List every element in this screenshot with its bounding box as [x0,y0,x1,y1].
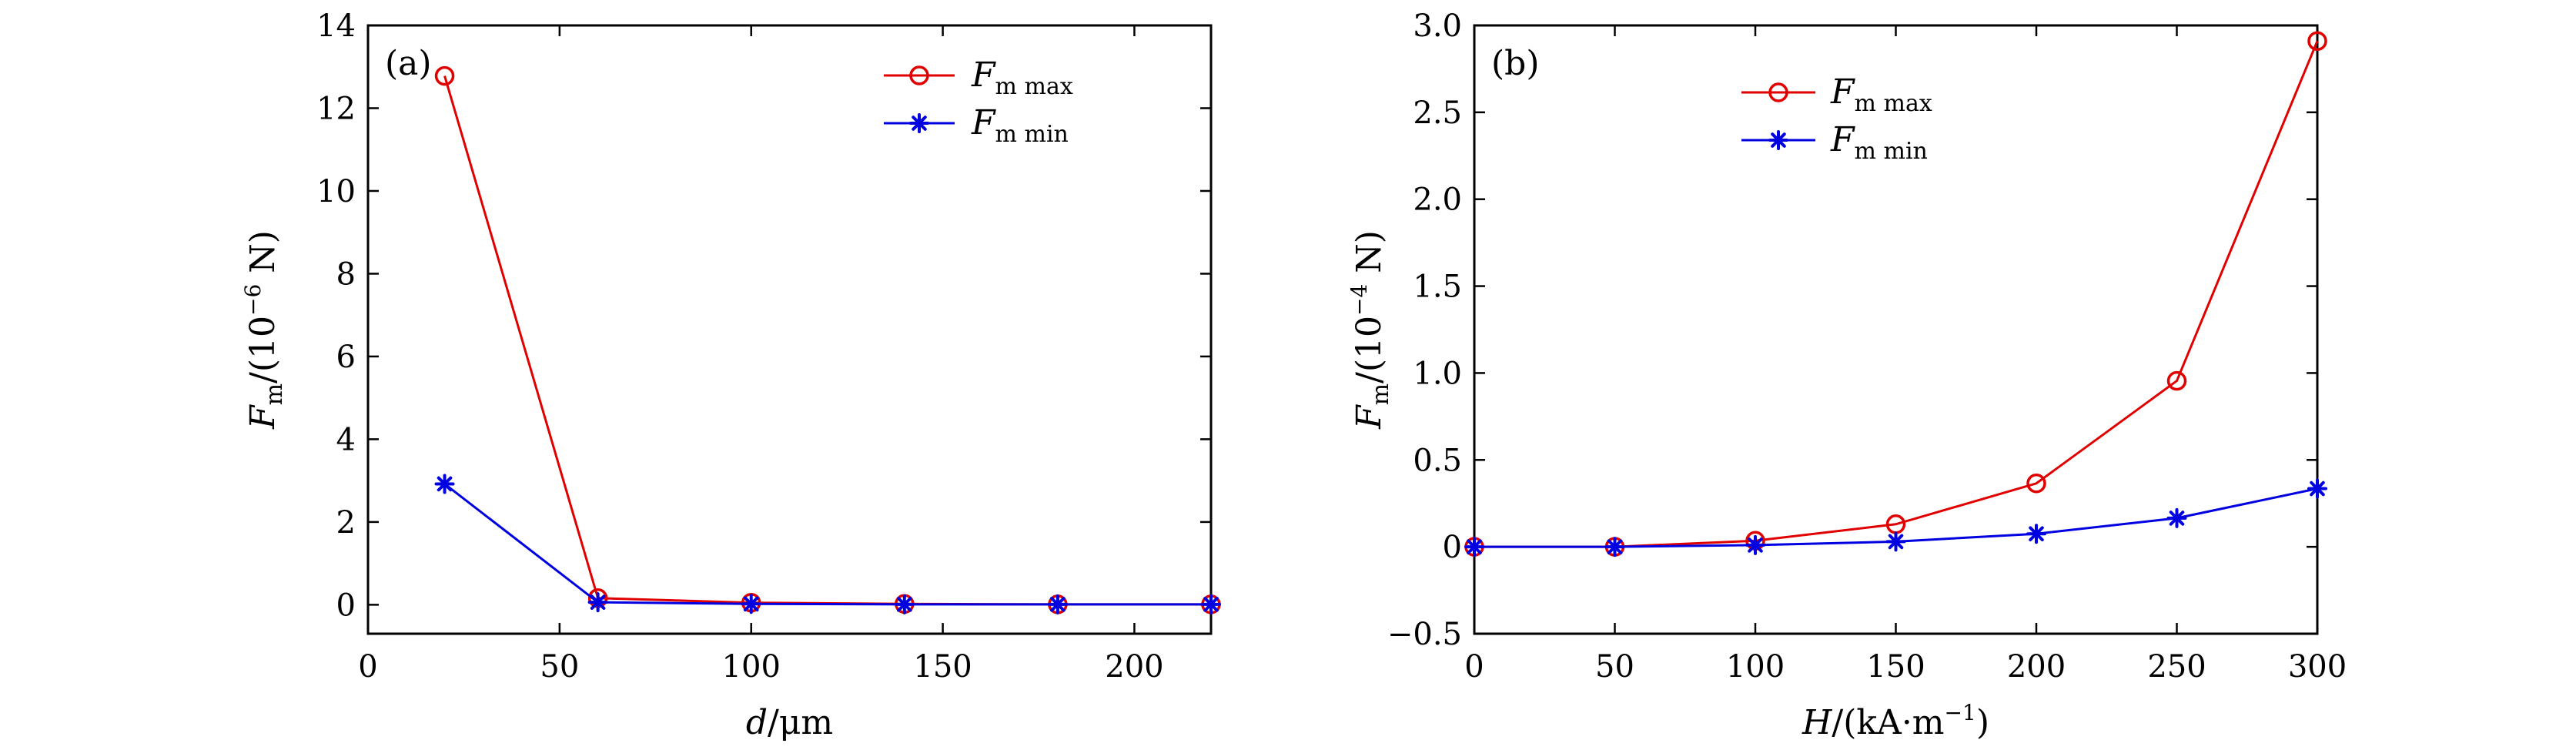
x-tick-label: 50 [1595,649,1634,685]
y-tick-label: 2.0 [1413,182,1462,218]
data-point-fm-max [2026,474,2046,494]
y-tick-label: 6 [336,340,356,375]
x-tick-label: 300 [2288,649,2347,685]
data-point-fm-min [1885,531,1906,552]
y-tick-label: 2.5 [1413,95,1462,131]
x-tick-label: 200 [2007,649,2066,685]
y-tick-label: 0 [336,588,356,623]
plot-frame [366,24,1213,635]
series-fm-min [434,474,1221,614]
data-point-fm-min [2026,524,2046,544]
x-tick-label: 100 [722,649,781,685]
y-axis-label: Fm/(10−4 N) [1347,230,1394,430]
data-point-fm-max [2166,370,2187,391]
y-axis-label: Fm/(10−6 N) [240,230,288,430]
x-tick-label: 200 [1105,649,1163,685]
legend-marker-fm-max [909,65,929,85]
data-point-fm-min [894,594,915,614]
data-point-fm-min [741,594,761,614]
y-tick-label: 2 [336,505,356,541]
data-point-fm-max [2307,31,2327,52]
data-point-fm-min [434,474,455,494]
x-axis-label: d/μm [746,703,833,742]
series-fm-max [434,65,1221,614]
y-tick-label: 10 [316,174,356,209]
y-tick-label: 8 [336,256,356,292]
series-line-fm-min [443,483,1211,606]
y-tick-label: −0.5 [1387,617,1462,652]
data-point-fm-min [587,592,608,613]
x-tick-label: 150 [913,649,972,685]
data-point-fm-min [1201,594,1221,614]
x-tick-label: 50 [540,649,579,685]
y-tick-label: 14 [316,8,356,44]
panel-label: (b) [1491,44,1540,83]
x-tick-label: 0 [1464,649,1484,685]
y-tick-label: 1.0 [1413,356,1462,391]
x-tick-label: 250 [2147,649,2206,685]
y-tick-label: 4 [336,422,356,457]
y-tick-label: 0 [1443,530,1462,565]
series-fm-min [1464,478,2327,557]
x-tick-label: 0 [358,649,377,685]
y-tick-label: 0.5 [1413,443,1462,478]
data-point-fm-min [1604,537,1625,557]
data-point-fm-min [2307,478,2327,499]
data-point-fm-min [1464,537,1484,557]
data-point-fm-min [1047,594,1068,614]
legend-marker-fm-max [1768,82,1788,102]
y-tick-label: 1.5 [1413,270,1462,305]
y-tick-label: 12 [316,91,356,126]
data-point-fm-min [2166,507,2187,528]
x-axis-label: H/(kA·m−1) [1802,700,1989,742]
legend-label-fm-max: Fm max [971,55,1073,100]
legend-label-fm-max: Fm max [1830,72,1932,117]
x-tick-label: 100 [1726,649,1785,685]
legend-marker-fm-min [1768,130,1788,150]
data-point-fm-max [434,65,455,86]
panel-b: 0 50 100 150 200 250 300−0.500.51.01.52.02.53.… [1347,8,2347,742]
series-line-fm-max [443,75,1211,606]
panel-label: (a) [385,44,432,83]
legend-label-fm-min: Fm min [1830,120,1928,165]
y-tick-label: 3.0 [1413,8,1462,44]
legend-marker-fm-min [909,113,929,133]
x-tick-label: 150 [1866,649,1925,685]
data-point-fm-min [1745,534,1765,555]
legend-label-fm-min: Fm min [971,103,1069,148]
panel-a: 0 50 100 150 200 0 2 4 6 8 10 12 14 (a) d/μm Fm/(10−6 N… [240,8,1221,742]
